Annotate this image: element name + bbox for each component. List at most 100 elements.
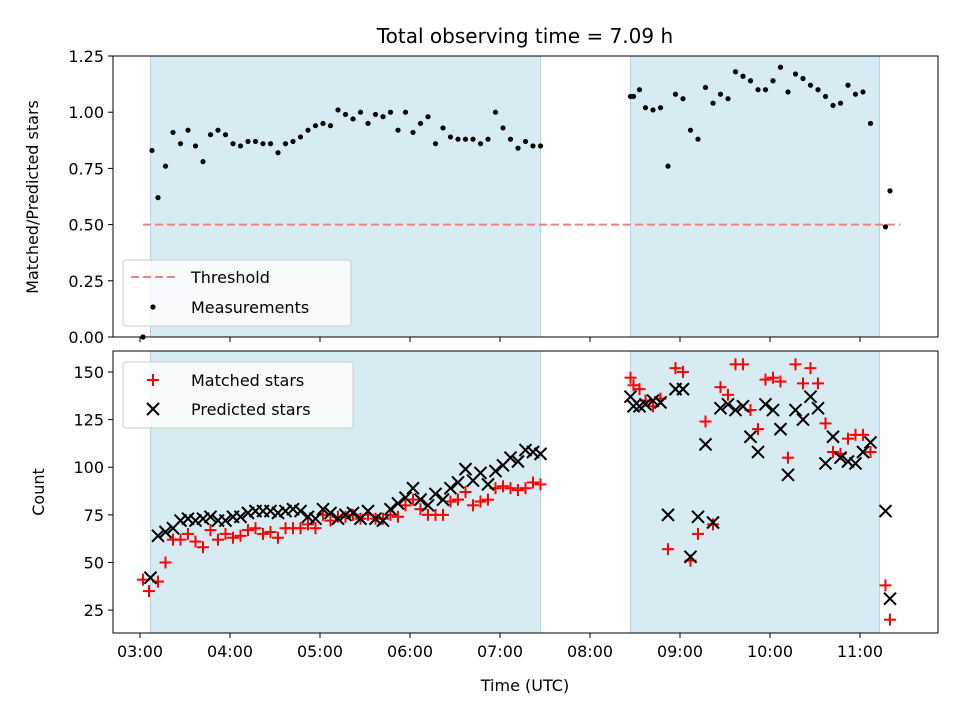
predicted-star-stroke-b xyxy=(203,510,218,524)
bottom-panel: 03:00 04:00 05:00 06:00 07:00 08:00 09:00 10:00… xyxy=(29,350,939,695)
measurement-point xyxy=(162,163,169,169)
measurement-point xyxy=(837,100,844,106)
measurements-legend-swatch xyxy=(150,304,156,310)
predicted-star-stroke-b xyxy=(848,456,863,471)
measurement-point xyxy=(177,141,184,147)
predicted-star-stroke-b xyxy=(661,508,675,522)
predicted-star-point xyxy=(316,502,330,516)
measurement-point xyxy=(477,141,484,147)
measurement-point xyxy=(290,138,296,145)
predicted-star-point xyxy=(443,481,458,495)
figure-title: Total observing time = 7.09 h xyxy=(376,24,673,48)
measurement-point xyxy=(402,109,409,115)
matched-star-point xyxy=(474,495,487,508)
predicted-star-stroke-b xyxy=(713,401,728,415)
predicted-star-point xyxy=(143,571,158,585)
measurement-point xyxy=(687,127,694,133)
measurements-legend-label: Measurements xyxy=(191,298,309,317)
measurement-point xyxy=(320,120,326,127)
x-tick-label: 09:00 xyxy=(657,642,703,661)
x-tick-label: 06:00 xyxy=(387,642,433,661)
measurement-point xyxy=(815,87,821,93)
matched-star-point xyxy=(812,377,824,390)
predicted-star-point xyxy=(856,445,870,459)
measurement-point xyxy=(657,105,664,111)
predicted-star-point xyxy=(826,430,840,444)
predicted-star-stroke-b xyxy=(883,591,897,606)
predicted-star-stroke-b xyxy=(683,550,698,564)
measurement-point xyxy=(762,87,769,93)
measurement-point xyxy=(725,96,731,102)
measurement-point xyxy=(312,123,319,129)
x-tick-label: 03:00 xyxy=(117,642,163,661)
measurement-point xyxy=(887,188,893,194)
matched-star-point xyxy=(377,512,389,525)
predicted-star-stroke-b xyxy=(676,382,690,396)
measurement-point xyxy=(425,114,431,120)
measurement-point xyxy=(470,136,476,142)
predicted-star-stroke-b xyxy=(856,445,870,459)
matched-star-point xyxy=(143,585,155,598)
bottom-legend: Matched stars Predicted stars xyxy=(122,361,354,429)
predicted-star-stroke-b xyxy=(833,450,848,465)
predicted-star-stroke-b xyxy=(376,513,390,528)
measurement-point xyxy=(702,84,709,91)
predicted-star-point xyxy=(653,395,668,410)
measurement-point xyxy=(260,141,266,147)
matched-star-point xyxy=(519,482,532,495)
predicted-star-point xyxy=(811,401,825,415)
predicted-star-point xyxy=(533,447,548,461)
predicted-star-point xyxy=(488,464,503,478)
predicted-star-point xyxy=(308,511,323,526)
matched-star-point xyxy=(879,579,892,592)
predicted-star-stroke-b xyxy=(473,466,488,480)
predicted-star-stroke-b xyxy=(286,502,300,516)
predicted-star-point xyxy=(158,525,173,539)
measurement-point xyxy=(860,89,866,95)
measurement-point xyxy=(215,127,221,133)
matched-star-point xyxy=(257,527,269,540)
matched-star-point xyxy=(864,445,877,458)
predicted-star-point xyxy=(218,513,233,528)
measurement-point xyxy=(372,111,379,118)
bottom-ylabel: Count xyxy=(29,468,48,516)
matched-legend-swatch xyxy=(147,374,159,386)
matched-star-point xyxy=(662,543,674,556)
x-tick-label: 05:00 xyxy=(297,642,343,661)
measurement-point xyxy=(770,78,776,84)
measurement-point xyxy=(537,143,544,149)
measurement-point xyxy=(630,93,637,100)
predicted-star-point xyxy=(683,550,698,564)
predicted-star-stroke-b xyxy=(526,445,540,459)
measurement-point xyxy=(192,143,199,149)
predicted-star-stroke-b xyxy=(428,487,443,501)
matched-star-point xyxy=(497,480,509,493)
matched-star-point xyxy=(714,381,727,394)
predicted-star-stroke-b xyxy=(863,435,878,450)
measurement-point xyxy=(267,141,274,147)
predicted-star-stroke-b xyxy=(781,468,795,482)
matched-star-point xyxy=(324,514,337,527)
predicted-star-stroke-b xyxy=(488,464,503,478)
predicted-star-stroke-b xyxy=(818,456,833,471)
predicted-star-stroke-b xyxy=(533,447,548,461)
predicted-star-point xyxy=(451,475,465,490)
measurement-point xyxy=(275,150,281,156)
matched-star-point xyxy=(482,493,494,506)
predicted-star-stroke-b xyxy=(406,481,420,495)
matched-star-point xyxy=(197,541,209,554)
top-y-tick-label: 0.00 xyxy=(68,328,104,347)
predicted-star-point xyxy=(743,430,758,444)
predicted-star-point xyxy=(848,456,863,471)
predicted-star-stroke-b xyxy=(218,513,233,528)
predicted-star-stroke-b xyxy=(626,399,641,413)
predicted-star-point xyxy=(773,422,788,436)
predicted-star-point xyxy=(481,477,495,492)
measurement-point xyxy=(335,107,341,113)
predicted-star-stroke-b xyxy=(233,510,248,524)
predicted-star-stroke-b xyxy=(503,450,518,465)
matched-star-point xyxy=(774,375,787,388)
matched-star-point xyxy=(444,495,457,508)
bottom-y-tick-label: 50 xyxy=(84,554,104,573)
predicted-star-point xyxy=(293,504,308,518)
